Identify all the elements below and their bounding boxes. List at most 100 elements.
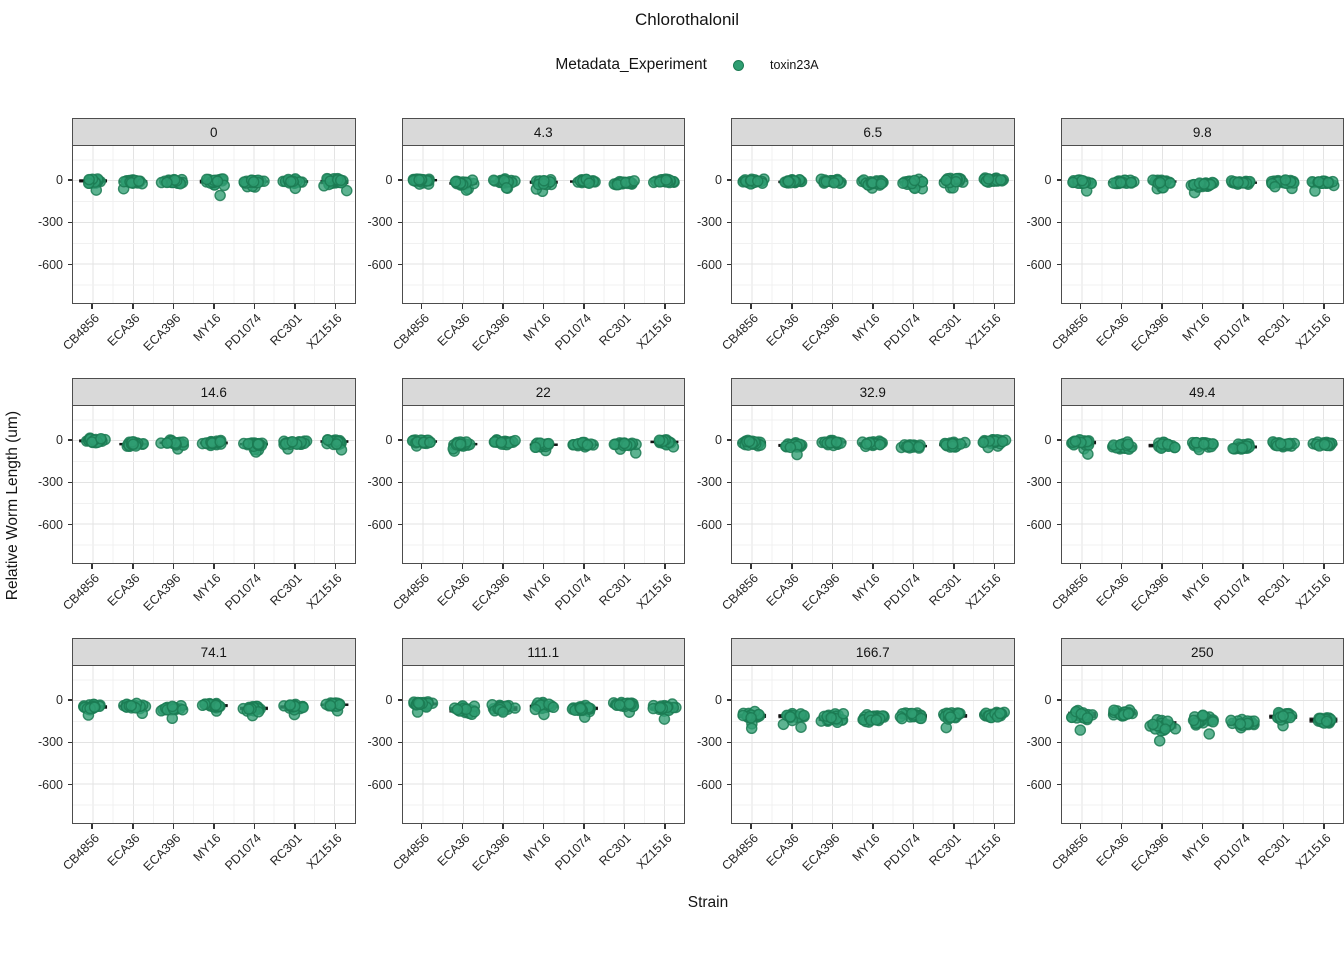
y-tick-label: 0 (715, 433, 722, 448)
x-tick-mark (1201, 824, 1203, 829)
facet-cell: 9.8 0 -300 -600 CB4856 ECA36 ECA396 MY16 PD1074 R… (1015, 118, 1344, 374)
x-tick-label: XZ1516 (1292, 831, 1334, 872)
x-tick-label: PD1074 (222, 311, 265, 353)
x-axis-ticks: CB4856 ECA36 ECA396 MY16 PD1074 RC301 XZ1516 (1049, 304, 1344, 374)
y-tick-label: -300 (37, 735, 63, 750)
y-tick-mark (727, 263, 731, 266)
x-tick-label: PD1074 (222, 831, 265, 873)
x-tick-mark (791, 304, 793, 309)
y-tick-mark (1056, 263, 1061, 266)
x-tick-label: MY16 (520, 571, 554, 604)
legend-point-icon (732, 59, 744, 71)
y-tick-label: -600 (367, 517, 393, 532)
y-axis-ticks: 0 -300 -600 (685, 145, 731, 304)
x-tick-mark (334, 824, 336, 829)
x-tick-label: RC301 (926, 831, 964, 869)
x-tick-mark (1282, 564, 1284, 569)
x-tick-label: RC301 (926, 571, 964, 609)
x-tick-mark (791, 564, 793, 569)
x-tick-mark (172, 304, 174, 309)
x-tick-mark (461, 564, 463, 569)
x-tick-mark (542, 564, 544, 569)
y-tick-mark (397, 221, 402, 224)
x-tick-mark (750, 304, 752, 309)
x-tick-label: CB4856 (719, 831, 762, 873)
x-tick-mark (664, 304, 666, 309)
y-tick-mark (1056, 179, 1061, 181)
x-tick-mark (1323, 824, 1325, 829)
x-tick-label: CB4856 (389, 571, 432, 613)
x-tick-mark (1161, 564, 1163, 569)
x-tick-mark (1161, 824, 1163, 829)
y-tick-mark (727, 699, 731, 701)
x-tick-label: RC301 (267, 571, 305, 609)
x-tick-label: CB4856 (60, 311, 103, 353)
x-tick-mark (542, 824, 544, 829)
y-tick-label: -600 (367, 257, 393, 272)
x-tick-label: MY16 (190, 311, 224, 344)
y-tick-label: 0 (1044, 173, 1052, 188)
y-tick-mark (397, 523, 402, 526)
x-tick-mark (132, 824, 134, 829)
x-tick-mark (502, 304, 504, 309)
x-tick-label: MY16 (190, 831, 224, 864)
legend: Metadata_Experiment toxin23A (0, 56, 1344, 74)
facet-strip-label: 250 (1060, 638, 1344, 665)
x-tick-label: XZ1516 (1292, 571, 1334, 612)
x-tick-mark (623, 564, 625, 569)
x-tick-label: ECA396 (469, 831, 513, 874)
y-tick-label: 0 (715, 693, 722, 708)
x-tick-label: RC301 (1255, 831, 1294, 869)
x-tick-label: MY16 (849, 311, 883, 344)
y-tick-mark (397, 263, 402, 266)
x-tick-label: CB4856 (60, 571, 103, 613)
y-tick-label: -300 (1026, 475, 1052, 490)
x-tick-label: ECA36 (104, 311, 143, 349)
x-tick-label: MY16 (849, 571, 883, 604)
x-axis-title: Strain (687, 894, 729, 911)
x-tick-label: PD1074 (1210, 571, 1253, 613)
y-axis-ticks: 0 -300 -600 (26, 405, 72, 564)
x-tick-label: ECA396 (799, 831, 843, 874)
y-tick-label: -600 (696, 257, 722, 272)
x-tick-mark (831, 824, 833, 829)
y-tick-mark (397, 741, 402, 744)
x-tick-mark (1120, 564, 1122, 569)
y-tick-label: 0 (56, 693, 63, 708)
x-tick-label: XZ1516 (963, 311, 1005, 352)
x-tick-mark (1201, 564, 1203, 569)
x-tick-mark (253, 304, 255, 309)
x-tick-label: XZ1516 (1292, 311, 1334, 352)
facet-strip-label: 22 (401, 378, 685, 405)
x-tick-label: ECA36 (1093, 571, 1132, 609)
x-tick-label: ECA396 (1128, 571, 1172, 614)
y-tick-mark (68, 179, 72, 181)
y-tick-label: 0 (385, 693, 393, 708)
x-tick-label: ECA396 (140, 571, 184, 614)
y-tick-label: -300 (696, 735, 722, 750)
y-tick-label: -600 (1026, 517, 1052, 532)
x-tick-mark (253, 824, 255, 829)
x-tick-mark (213, 564, 215, 569)
y-tick-mark (1056, 481, 1061, 484)
y-tick-label: -300 (37, 475, 63, 490)
x-tick-mark (583, 564, 585, 569)
y-tick-mark (727, 783, 731, 786)
x-tick-mark (253, 564, 255, 569)
y-tick-mark (727, 221, 731, 224)
x-tick-label: CB4856 (719, 311, 762, 353)
y-tick-label: -600 (696, 517, 722, 532)
facet-panel (401, 405, 685, 564)
x-tick-label: MY16 (520, 831, 554, 864)
facet-cell: 6.5 0 -300 -600 CB4856 ECA36 ECA396 MY16 PD1074 R… (685, 118, 1015, 374)
x-tick-mark (1323, 564, 1325, 569)
x-tick-label: MY16 (849, 831, 883, 864)
y-axis-ticks: 0 -300 -600 (685, 665, 731, 824)
x-tick-label: ECA36 (434, 311, 473, 349)
x-tick-label: CB4856 (389, 311, 432, 353)
x-tick-label: XZ1516 (304, 311, 346, 352)
facet-strip-label: 111.1 (401, 638, 685, 665)
x-tick-mark (912, 304, 914, 309)
facet-strip-label: 74.1 (72, 638, 356, 665)
